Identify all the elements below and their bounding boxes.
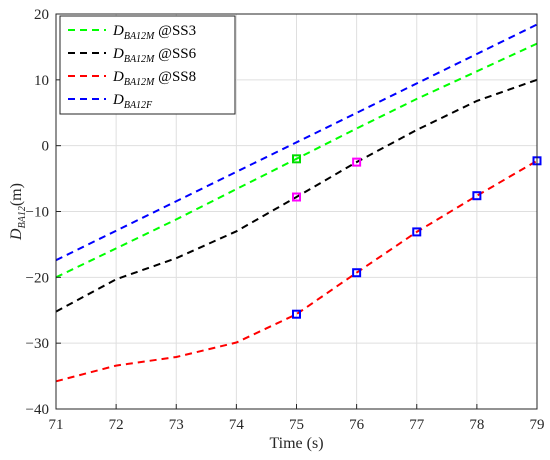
- x-tick-label: 74: [229, 417, 245, 433]
- x-tick-label: 73: [169, 417, 184, 433]
- y-axis-title-main: D: [8, 228, 25, 241]
- legend-label-main: D: [112, 92, 124, 108]
- legend-label-subscript: BA12M: [124, 77, 155, 88]
- legend-label-subscript: BA12M: [124, 31, 155, 42]
- series-lines: [55, 23, 538, 383]
- legend-label-main: D: [112, 23, 124, 39]
- marker-5: [412, 227, 422, 237]
- legend-label-subscript: BA12M: [124, 54, 155, 65]
- y-tick-label: 20: [34, 7, 49, 23]
- x-tick-label: 71: [49, 417, 64, 433]
- y-tick-label: −30: [26, 336, 49, 352]
- legend-label-suffix: @SS6: [154, 46, 196, 62]
- y-tick-label: −20: [26, 270, 49, 286]
- marker-3: [292, 309, 301, 319]
- x-tick-label: 78: [469, 417, 484, 433]
- y-axis-title-unit: (m): [8, 183, 25, 206]
- legend-label-2: DBA12M @SS8: [112, 69, 196, 88]
- legend-label-subscript: BA12F: [124, 100, 153, 111]
- marker-1: [292, 192, 301, 202]
- x-tick-label: 76: [349, 417, 365, 433]
- x-tick-label: 79: [530, 417, 545, 433]
- marker-4: [352, 268, 362, 278]
- legend-label-1: DBA12M @SS6: [112, 46, 197, 65]
- tick-labels: 71 72 73 74 75 76 77 78 79 −40 −30 −20 −10 0 10 20: [26, 7, 545, 433]
- y-tick-label: −40: [26, 402, 49, 418]
- series-line-1: [55, 78, 538, 313]
- legend-label-main: D: [112, 69, 124, 85]
- marker-0: [292, 154, 301, 164]
- legend-label-0: DBA12M @SS3: [112, 23, 196, 42]
- marker-2: [352, 157, 362, 167]
- x-tick-label: 72: [109, 417, 124, 433]
- series-line-3: [55, 23, 538, 262]
- legend-label-3: DBA12F: [112, 92, 153, 111]
- y-tick-label: 0: [42, 139, 50, 155]
- grid: [55, 13, 538, 410]
- legend-label-suffix: @SS3: [154, 23, 196, 39]
- x-tick-label: 75: [289, 417, 304, 433]
- legend-label-suffix: @SS8: [154, 69, 196, 85]
- x-axis-title: Time (s): [269, 435, 323, 452]
- series-line-0: [55, 42, 538, 279]
- marker-6: [472, 191, 482, 201]
- y-axis-title-subscript: BA12: [17, 206, 28, 228]
- legend-label-main: D: [112, 46, 124, 62]
- legend-box: [59, 15, 236, 115]
- y-axis-title: DBA12(m): [8, 183, 28, 241]
- y-tick-label: 10: [34, 73, 49, 89]
- x-tick-label: 77: [409, 417, 425, 433]
- y-tick-label: −10: [26, 205, 49, 221]
